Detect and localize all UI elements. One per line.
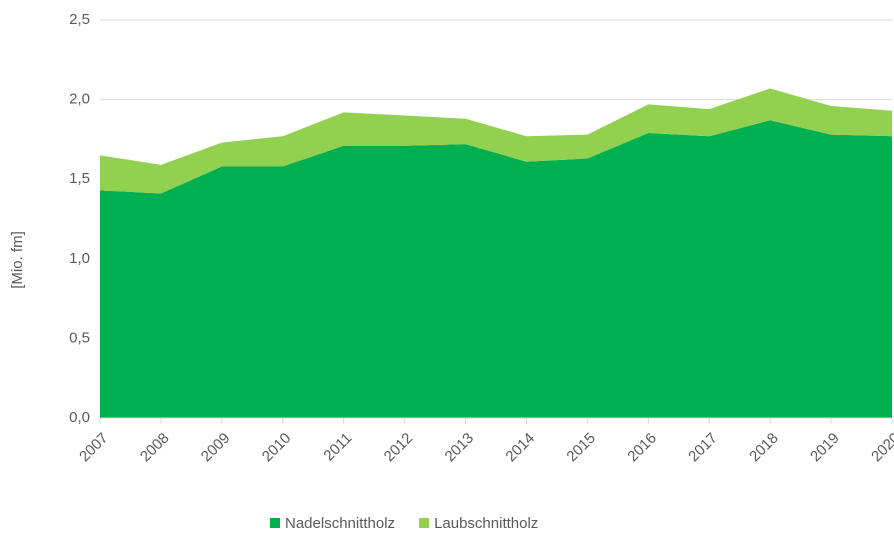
x-tick-label: 2017 [685,430,721,466]
x-tick-label: 2012 [381,430,417,466]
legend-label: Laubschnittholz [434,515,538,532]
x-tick-label: 2011 [320,430,355,465]
x-tick-label: 2019 [807,430,843,466]
y-tick-label: 2,5 [69,11,90,28]
x-tick-label: 2020 [868,430,894,466]
x-tick-label: 2014 [502,430,538,466]
y-tick-label: 1,0 [69,250,90,267]
area [100,120,892,419]
y-tick-label: 2,0 [69,91,90,108]
legend-label: Nadelschnittholz [285,515,395,532]
x-tick-label: 2015 [563,430,599,466]
x-tick-label: 2009 [198,430,234,466]
x-tick-label: 2007 [76,430,112,466]
y-tick-label: 1,5 [69,170,90,187]
y-tick-label: 0,5 [69,329,90,346]
x-tick-label: 2016 [624,430,660,466]
x-tick-label: 2008 [137,430,173,466]
x-tick-label: 2013 [442,430,478,466]
y-axis-title: [Mio. fm] [9,231,26,289]
legend-swatch [270,518,280,528]
x-tick-label: 2010 [259,430,295,466]
y-tick-label: 0,0 [69,409,90,426]
legend-swatch [419,518,430,528]
area [100,88,892,194]
x-tick-label: 2018 [746,430,782,466]
